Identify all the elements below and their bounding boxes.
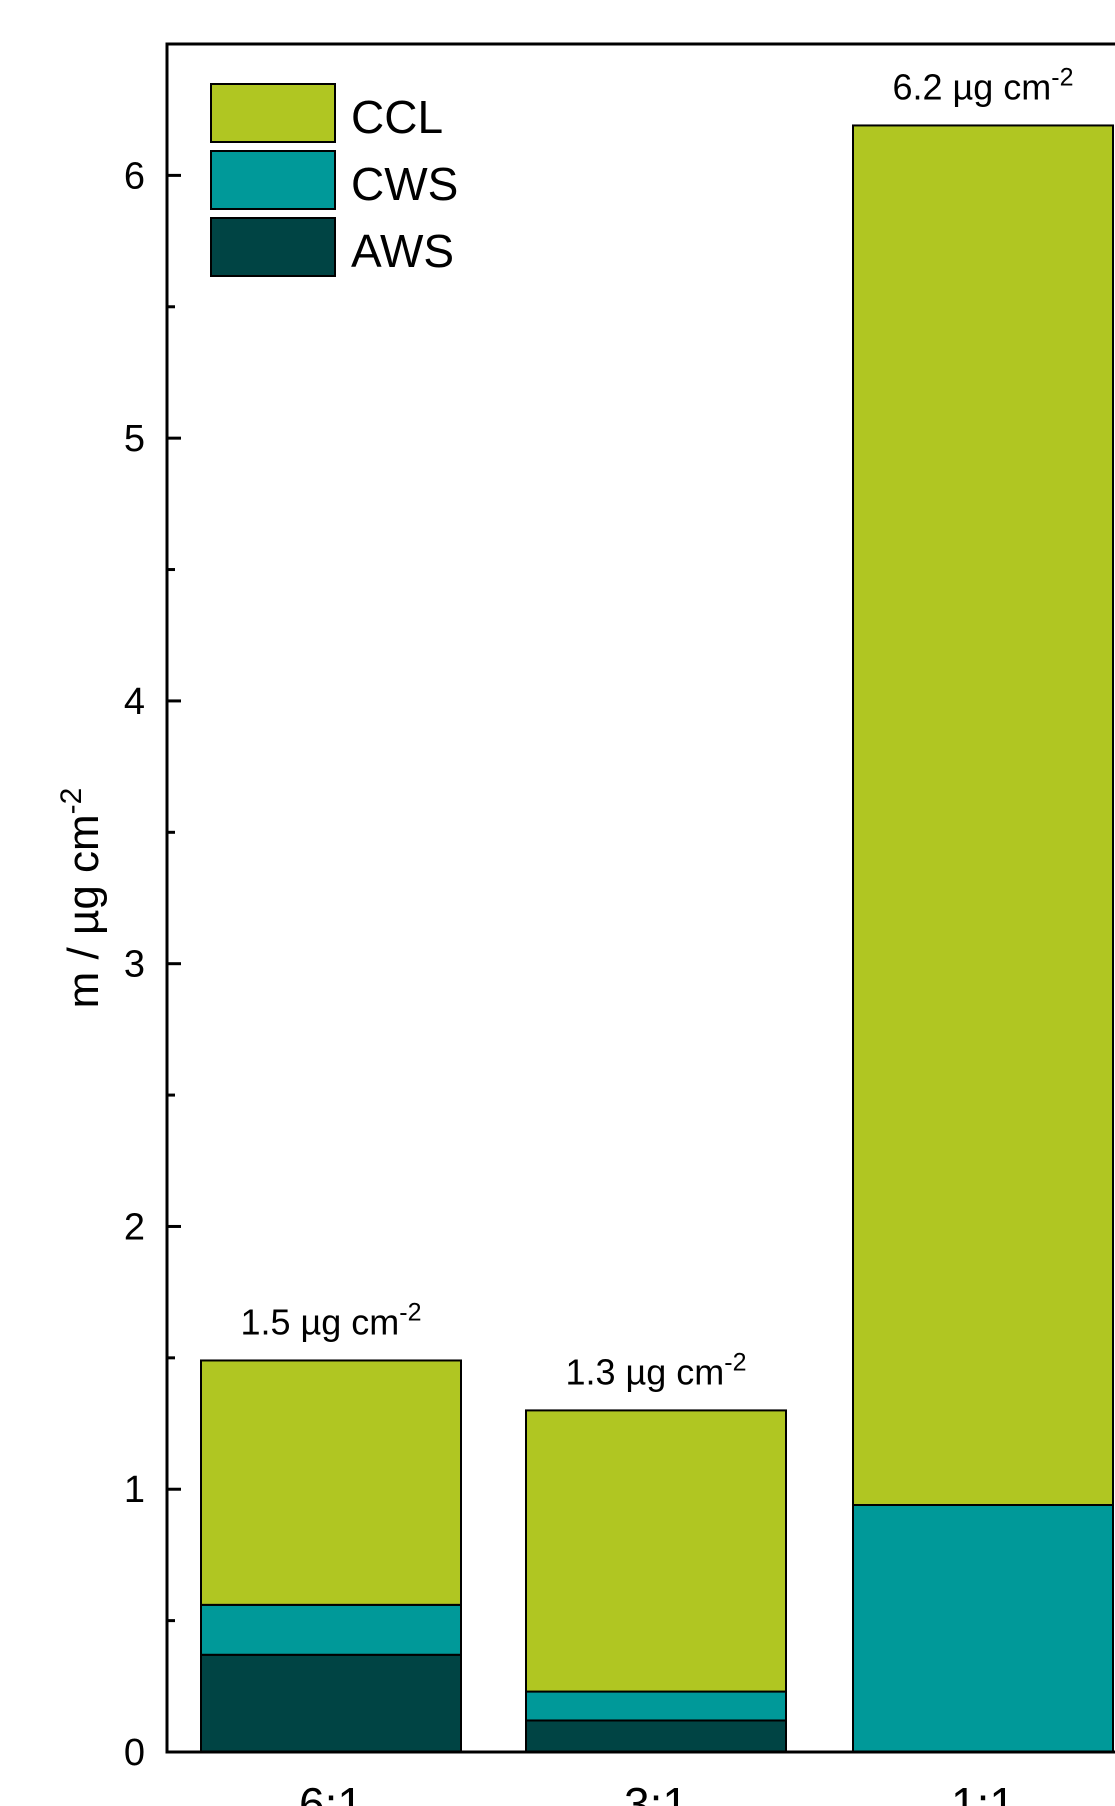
legend-swatch-cws [210, 150, 336, 210]
y-tick-label: 2 [124, 1206, 145, 1248]
bars-layer [200, 124, 1114, 1754]
bar-segment-ccl-3-1 [525, 1409, 787, 1693]
bar-segment-cws-6-1 [200, 1603, 462, 1656]
bar-segment-cws-1-1 [852, 1503, 1114, 1754]
y-tick-label: 5 [124, 418, 145, 460]
x-tick-label-1-1: 1:1 [951, 1778, 1015, 1806]
legend-label-ccl: CCL [351, 91, 443, 143]
legend: CCL CWS AWS [210, 83, 458, 277]
y-tick-label: 4 [124, 681, 145, 723]
legend-label-cws: CWS [351, 158, 458, 210]
bar-segment-cws-3-1 [525, 1690, 787, 1722]
bar-segment-aws-3-1 [525, 1719, 787, 1753]
legend-swatch-aws [210, 217, 336, 277]
total-label-3-1: 1.3 µg cm-2 [565, 1348, 746, 1392]
bar-segment-ccl-6-1 [200, 1359, 462, 1606]
x-tick-label-6-1: 6:1 [299, 1778, 363, 1806]
legend-swatch-ccl [210, 83, 336, 143]
y-tick-label: 3 [124, 944, 145, 986]
y-tick-label: 1 [124, 1469, 145, 1511]
total-labels-layer: 1.5 µg cm-2 1.3 µg cm-2 6.2 µg cm-2 [240, 63, 1073, 1392]
legend-label-aws: AWS [351, 225, 454, 277]
total-label-6-1: 1.5 µg cm-2 [240, 1298, 421, 1342]
y-axis: 0 1 2 3 4 5 6 [124, 155, 181, 1774]
x-tick-label-3-1: 3:1 [624, 1778, 688, 1806]
plot-frame [165, 42, 1115, 1754]
x-axis: 6:1 3:1 1:1 [299, 1778, 1015, 1806]
y-tick-label: 0 [124, 1732, 145, 1774]
y-tick-label: 6 [124, 155, 145, 197]
bar-segment-aws-6-1 [200, 1653, 462, 1754]
total-label-1-1: 6.2 µg cm-2 [892, 63, 1073, 107]
bar-segment-ccl-1-1 [852, 124, 1114, 1506]
y-axis-label: m / µg cm-2 [55, 788, 108, 1009]
